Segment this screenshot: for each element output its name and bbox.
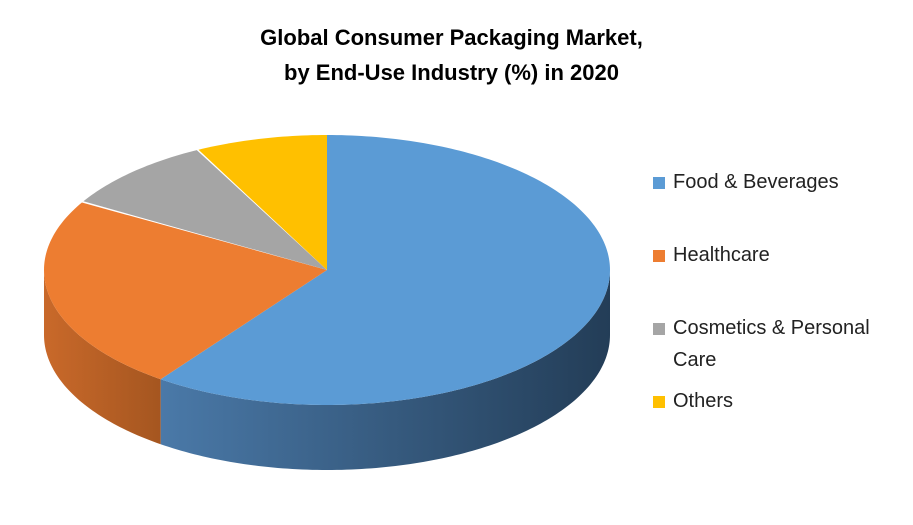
legend-label-line-2: Care (673, 349, 717, 371)
slice-cosmetics-personal-care (83, 150, 327, 270)
legend-label: Food & Beverages (673, 171, 839, 193)
legend-swatch (653, 177, 665, 189)
slice-side-1 (44, 270, 161, 445)
slice-others (198, 135, 327, 270)
chart-title-line-1: Global Consumer Packaging Market, (260, 25, 643, 50)
slice-side-0 (160, 270, 610, 470)
slice-healthcare (44, 202, 327, 380)
legend-label: Cosmetics & Personal Care (673, 312, 913, 376)
legend-swatch (653, 323, 665, 335)
slice-food-beverages (160, 135, 610, 405)
legend-swatch (653, 250, 665, 262)
chart-title: Global Consumer Packaging Market, by End… (0, 20, 913, 90)
legend-label: Healthcare (673, 244, 770, 266)
legend-label-line-1: Cosmetics & Personal (673, 317, 870, 339)
legend-label: Others (673, 390, 734, 412)
chart-title-line-2: by End-Use Industry (%) in 2020 (284, 60, 619, 85)
legend-swatch (653, 396, 665, 408)
